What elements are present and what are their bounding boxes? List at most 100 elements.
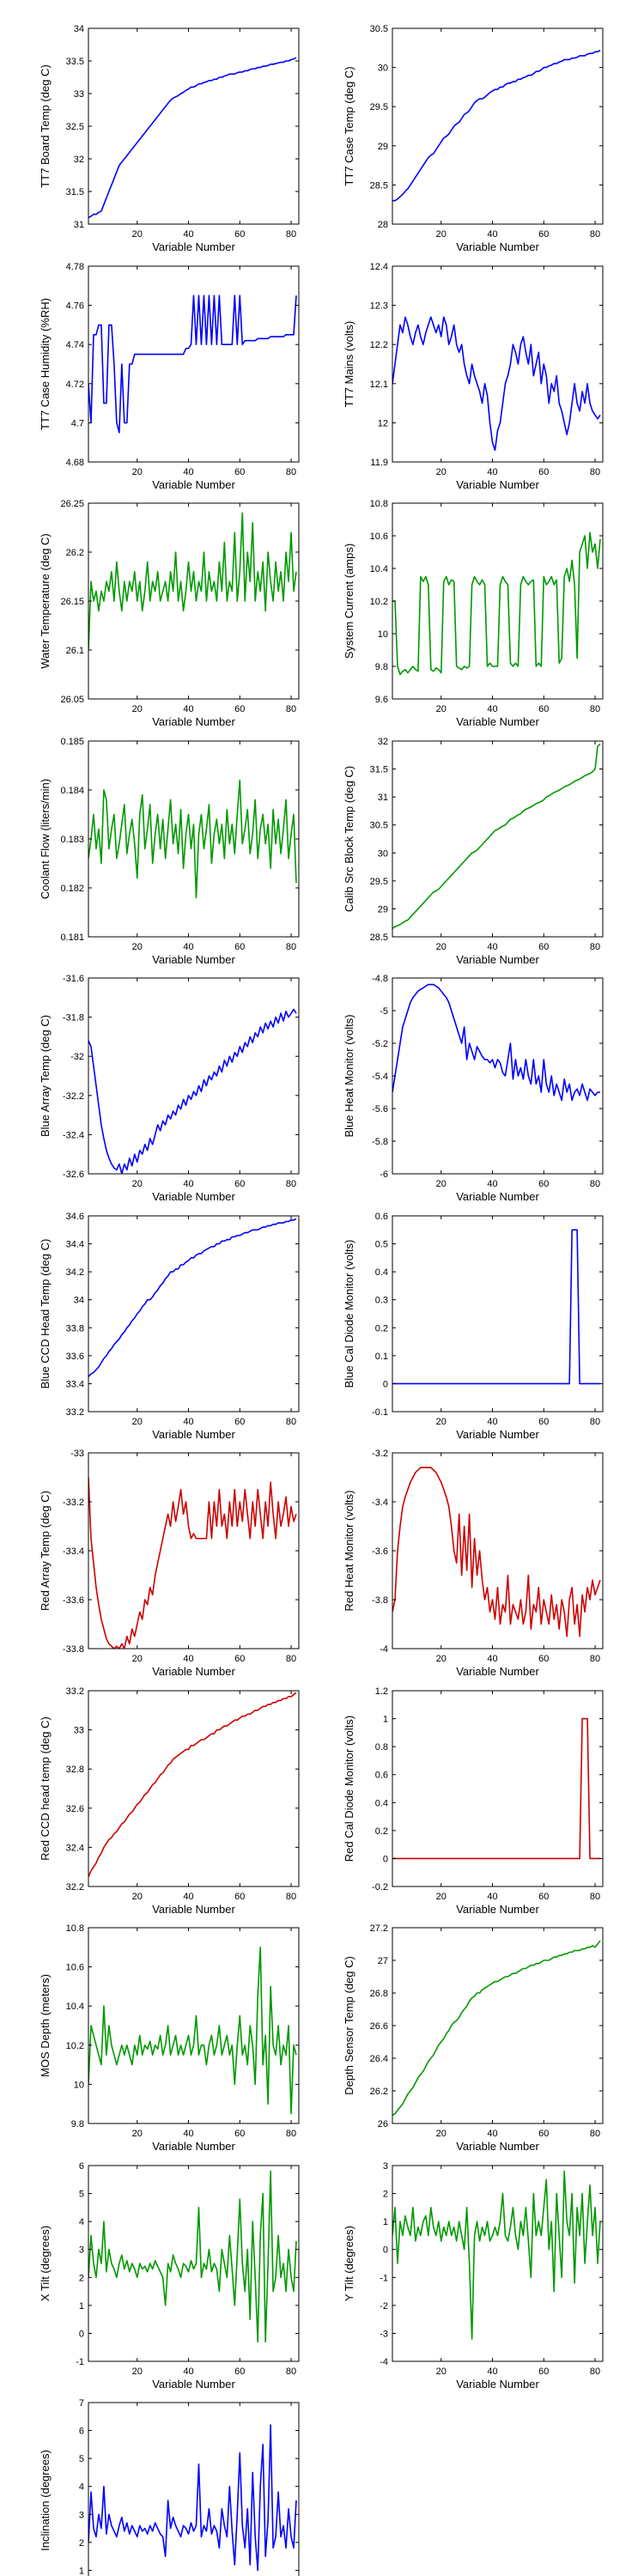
chart-16-ytick-label: 0.6 xyxy=(375,1771,388,1781)
chart-4-ytick-label: 12.2 xyxy=(370,340,388,350)
chart-10-blue-heat-monitor-volts: 20 40 60 80 -6 -5.8 -5.6 -5.4 -5.2 -5 -4.8 Variable… xyxy=(343,974,604,1203)
chart-21-axes-box xyxy=(88,2402,300,2576)
chart-8-ytick-label: 30.5 xyxy=(370,821,388,831)
chart-19-ytick-label: 5 xyxy=(79,2190,84,2200)
chart-6-x-axis-label: Variable Number xyxy=(456,715,539,728)
chart-14-series-line xyxy=(392,1467,601,1637)
chart-2-ytick-label: 30 xyxy=(378,64,388,74)
chart-10-xtick-label: 80 xyxy=(590,1179,600,1189)
chart-5-ytick-label: 26.1 xyxy=(66,646,84,656)
chart-21-ytick-label: 1 xyxy=(79,2566,84,2576)
chart-19-x-tilt-degrees: 20 40 60 80 -1 0 1 2 3 4 5 6 Variable Number X Tilt (… xyxy=(39,2161,300,2391)
chart-2-xtick-label: 60 xyxy=(538,229,549,240)
chart-4-x-axis-label: Variable Number xyxy=(456,478,539,491)
chart-17-ytick-label: 10 xyxy=(74,2080,84,2090)
chart-11-y-axis-label: Blue CCD Head Temp (deg C) xyxy=(39,1239,52,1389)
chart-3-ytick-label: 4.74 xyxy=(66,340,84,350)
chart-18-xtick-label: 20 xyxy=(436,2129,447,2139)
chart-4-ytick-label: 12.3 xyxy=(370,301,388,312)
chart-15-xtick-label: 80 xyxy=(286,1892,296,1902)
chart-2-ytick-label: 28 xyxy=(378,220,388,230)
chart-13-ytick-label: -33.8 xyxy=(63,1644,84,1655)
chart-20-axes-box xyxy=(392,2165,604,2362)
chart-12-blue-cal-diode-monitor-volts: 20 40 60 80 -0.1 0 0.1 0.2 0.3 0.4 0.5 0.6 Variable … xyxy=(343,1212,604,1441)
chart-13-axes-box xyxy=(88,1452,300,1649)
chart-7-x-axis-label: Variable Number xyxy=(152,953,235,966)
chart-8-ytick-label: 32 xyxy=(378,737,388,747)
chart-16-ytick-label: 0.2 xyxy=(375,1826,388,1837)
chart-7-coolant-flow-liters-min: 20 40 60 80 0.181 0.182 0.183 0.184 0.185 Variabl… xyxy=(39,737,300,966)
chart-18-ytick-label: 27.2 xyxy=(370,1923,388,1934)
chart-1-ytick-label: 31.5 xyxy=(66,187,84,197)
chart-9-x-axis-label: Variable Number xyxy=(152,1190,235,1203)
chart-9-ytick-label: -32.6 xyxy=(63,1170,84,1180)
chart-11-xtick-label: 80 xyxy=(286,1417,296,1427)
chart-10-x-axis-label: Variable Number xyxy=(456,1190,539,1203)
chart-6-ytick-label: 10 xyxy=(378,629,388,640)
chart-1-ytick-label: 33 xyxy=(74,89,84,100)
chart-17-xtick-label: 20 xyxy=(132,2129,143,2139)
chart-3-tt7-case-humidity-rh: 20 40 60 80 4.68 4.7 4.72 4.74 4.76 4.78 Variable … xyxy=(39,262,300,491)
chart-19-series-line xyxy=(88,2170,297,2342)
chart-9-ytick-label: -31.8 xyxy=(63,1013,84,1024)
chart-4-xtick-label: 80 xyxy=(590,467,600,477)
chart-18-ytick-label: 26.2 xyxy=(370,2087,388,2097)
chart-16-ytick-label: 1.2 xyxy=(375,1686,388,1697)
chart-18-ytick-label: 26.6 xyxy=(370,2021,388,2032)
chart-12-xtick-label: 40 xyxy=(487,1417,497,1427)
chart-17-ytick-label: 10.4 xyxy=(66,2002,84,2012)
chart-1-tt7-board-temp-deg-c: 20 40 60 80 31 31.5 32 32.5 33 33.5 34 Variable Num… xyxy=(39,24,300,253)
chart-16-x-axis-label: Variable Number xyxy=(456,1903,539,1916)
chart-1-xtick-label: 60 xyxy=(234,229,245,240)
chart-20-xtick-label: 20 xyxy=(436,2366,447,2377)
chart-6-ytick-label: 10.6 xyxy=(370,532,388,542)
chart-19-y-axis-label: X Tilt (degrees) xyxy=(39,2226,52,2301)
chart-19-xtick-label: 60 xyxy=(234,2366,245,2377)
chart-8-ytick-label: 30 xyxy=(378,848,388,859)
chart-4-axes-box xyxy=(392,265,604,463)
chart-4-y-axis-label: TT7 Mains (volts) xyxy=(343,321,355,407)
chart-12-x-axis-label: Variable Number xyxy=(456,1428,539,1441)
chart-12-ytick-label: -0.1 xyxy=(372,1407,388,1418)
chart-14-ytick-label: -3.6 xyxy=(372,1546,388,1557)
chart-16-ytick-label: -0.2 xyxy=(372,1882,388,1893)
chart-11-series-line xyxy=(88,1218,297,1377)
chart-4-ytick-label: 12.4 xyxy=(370,262,388,272)
chart-5-ytick-label: 26.25 xyxy=(60,499,84,509)
chart-10-ytick-label: -6 xyxy=(380,1170,388,1180)
chart-8-axes-box xyxy=(392,740,604,938)
chart-8-y-axis-label: Calib Src Block Temp (deg C) xyxy=(343,766,355,912)
chart-19-ytick-label: 6 xyxy=(79,2161,84,2172)
chart-18-ytick-label: 26.4 xyxy=(370,2054,388,2064)
chart-14-x-axis-label: Variable Number xyxy=(456,1665,539,1678)
chart-9-xtick-label: 20 xyxy=(132,1179,143,1189)
chart-10-xtick-label: 60 xyxy=(538,1179,549,1189)
chart-15-xtick-label: 60 xyxy=(234,1892,245,1902)
chart-19-ytick-label: 2 xyxy=(79,2273,84,2283)
chart-3-ytick-label: 4.72 xyxy=(66,380,84,390)
chart-21-ytick-label: 7 xyxy=(79,2398,84,2409)
chart-18-y-axis-label: Depth Sensor Temp (deg C) xyxy=(343,1956,355,2095)
chart-20-ytick-label: -4 xyxy=(380,2357,388,2367)
chart-1-x-axis-label: Variable Number xyxy=(152,240,235,253)
chart-7-xtick-label: 20 xyxy=(132,942,143,952)
chart-18-xtick-label: 80 xyxy=(590,2129,600,2139)
chart-2-ytick-label: 28.5 xyxy=(370,180,388,191)
chart-4-xtick-label: 60 xyxy=(538,467,549,477)
chart-21-series-line xyxy=(88,2424,297,2572)
chart-13-red-array-temp-deg-c: 20 40 60 80 -33.8 -33.6 -33.4 -33.2 -33 Variable … xyxy=(39,1449,300,1678)
chart-7-xtick-label: 60 xyxy=(234,942,245,952)
chart-7-xtick-label: 40 xyxy=(183,942,193,952)
chart-20-ytick-label: 2 xyxy=(383,2190,388,2200)
chart-11-ytick-label: 34 xyxy=(74,1296,84,1306)
chart-21-ytick-label: 2 xyxy=(79,2538,84,2549)
chart-15-ytick-label: 32.6 xyxy=(66,1804,84,1814)
chart-6-ytick-label: 10.8 xyxy=(370,499,388,509)
chart-14-xtick-label: 40 xyxy=(487,1654,497,1664)
chart-9-y-axis-label: Blue Array Temp (deg C) xyxy=(39,1015,52,1137)
chart-3-y-axis-label: TT7 Case Humidity (%RH) xyxy=(39,298,52,430)
chart-1-xtick-label: 80 xyxy=(286,229,296,240)
chart-17-ytick-label: 10.6 xyxy=(66,1963,84,1973)
chart-7-ytick-label: 0.182 xyxy=(60,884,84,894)
chart-20-ytick-label: -3 xyxy=(380,2329,388,2339)
